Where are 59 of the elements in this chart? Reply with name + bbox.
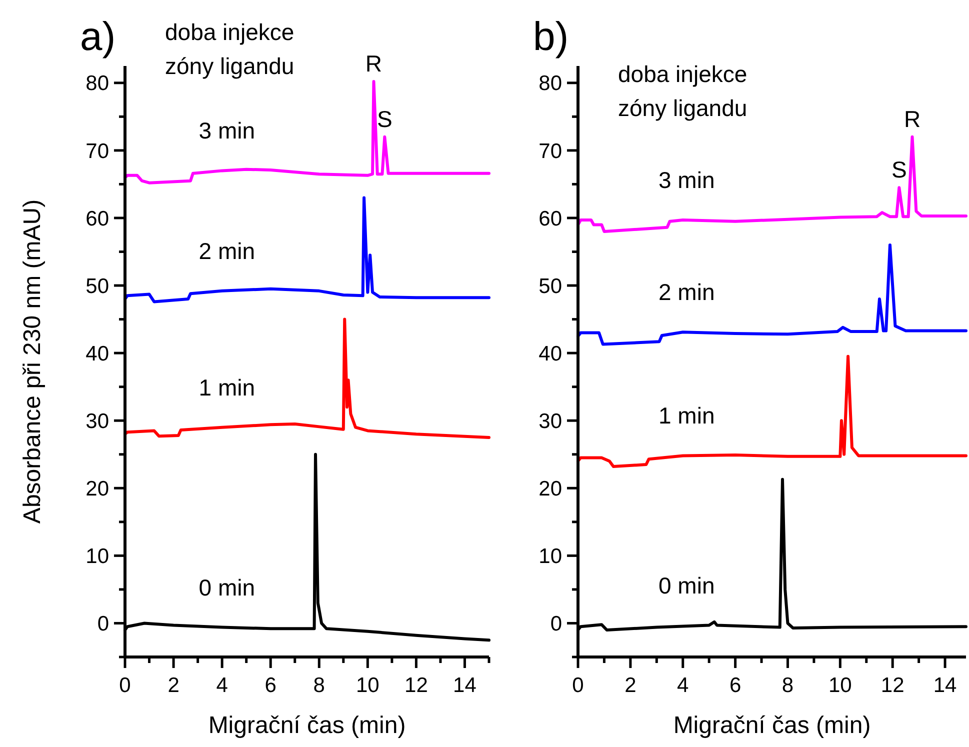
x-tick-label: 4 [677,674,690,697]
annotation: S [891,156,907,183]
y-tick-label: 60 [538,207,562,230]
y-tick-label: 60 [86,207,109,230]
y-tick-label: 70 [538,140,562,163]
series-label: 2 min [198,238,256,264]
x-tick-label: 4 [216,674,228,697]
y-tick-label: 40 [86,342,109,366]
series-label: 1 min [198,374,256,400]
y-tick-label: 0 [550,612,562,636]
line-series [124,196,490,304]
x-tick-label: 2 [168,674,180,697]
series-label: 2 min [658,279,715,306]
x-tick-label: 10 [828,674,852,697]
x-axis-title: Migrační čas (min) [673,712,871,739]
y-tick-label: 10 [86,545,109,568]
line-series [576,135,968,233]
series-label: 3 min [198,118,256,144]
series-label: 0 min [198,574,256,600]
y-tick-label: 10 [538,545,562,568]
x-tick-label: 14 [933,674,958,697]
chart-title: a) [80,15,116,59]
x-tick-label: 0 [572,674,584,697]
y-tick-label: 0 [97,612,109,636]
x-tick-label: 0 [119,674,131,697]
line-series [124,80,490,184]
x-tick-label: 14 [453,674,477,697]
y-tick-label: 30 [538,410,562,433]
y-axis-title: Absorbance při 230 nm (mAU) [19,199,46,524]
y-tick-label: 30 [86,410,109,433]
y-tick-label: 80 [86,72,109,96]
x-tick-label: 6 [729,674,742,697]
series-label: 0 min [658,572,715,598]
x-tick-label: 6 [264,674,276,697]
series-label: 1 min [658,402,715,429]
annotation: R [365,50,382,77]
x-tick-label: 12 [404,674,428,697]
annotation: S [376,106,392,132]
annotation: R [904,106,921,132]
y-tick-label: 70 [86,140,109,163]
chart-title: b) [533,15,569,59]
y-tick-label: 20 [538,477,562,500]
line-series [124,318,490,439]
y-tick-label: 50 [86,274,109,298]
x-tick-label: 10 [356,674,380,697]
y-tick-label: 40 [538,342,562,366]
x-tick-label: 8 [313,674,325,697]
y-tick-label: 50 [538,274,562,298]
series-label: 3 min [658,167,715,193]
x-tick-label: 8 [782,674,794,697]
annotation: doba injekce zóny ligandu [618,61,748,121]
x-tick-label: 2 [624,674,636,697]
y-tick-label: 20 [86,477,109,500]
y-tick-label: 80 [538,72,562,96]
x-axis-title: Migrační čas (min) [208,712,406,739]
annotation: doba injekce zóny ligandu [165,19,294,79]
line-series [576,354,968,468]
x-tick-label: 12 [880,674,904,697]
line-series [576,243,968,346]
